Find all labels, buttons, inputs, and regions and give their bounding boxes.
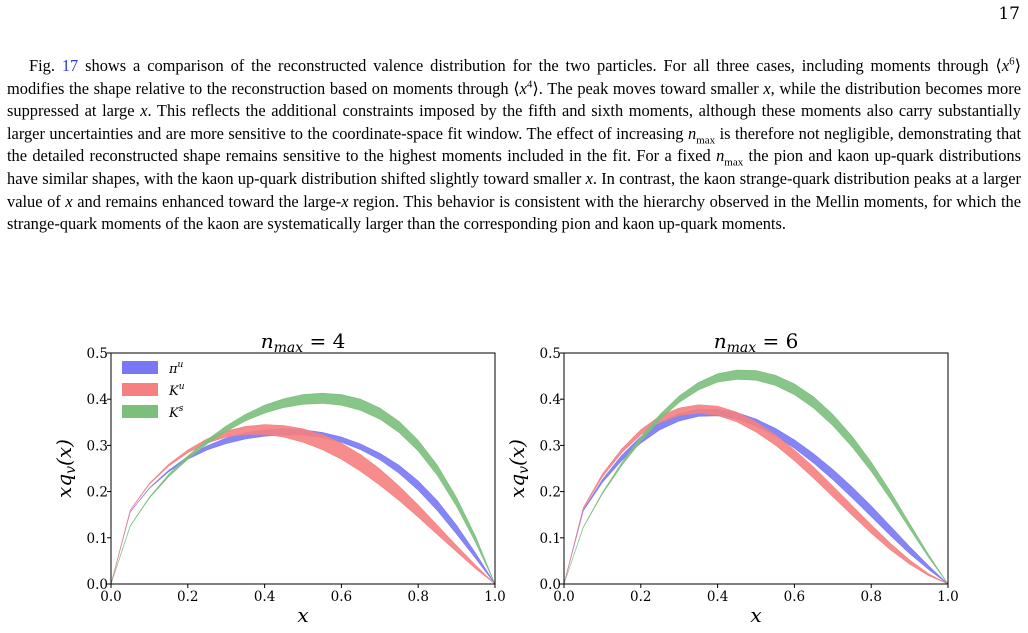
y-tick-label: 0.1 — [540, 531, 561, 547]
y-axis-label: xqv(x) — [505, 439, 532, 498]
band-pi-u — [111, 428, 495, 584]
x-tick-label: 1.0 — [937, 589, 958, 605]
y-tick-label: 0.3 — [540, 438, 561, 454]
y-tick-label: 0.1 — [87, 531, 108, 547]
legend-label-K-u: Ku — [168, 382, 185, 399]
y-tick-label: 0.5 — [87, 346, 108, 362]
y-tick-label: 0.3 — [87, 438, 108, 454]
legend: πu Ku Ks — [122, 360, 185, 421]
band-K-u — [111, 424, 495, 584]
x-tick-label: 0.8 — [407, 589, 428, 605]
x-tick-label: 0.0 — [553, 589, 574, 605]
bands — [564, 369, 948, 584]
chart-title: nmax = 4 — [261, 329, 346, 356]
chart-panel-2: 0.0 0.2 0.4 0.6 0.8 1.0 0.0 0.1 0.2 0.3 0.4 0.5 nmax… — [505, 329, 959, 627]
legend-label-pi-u: πu — [168, 360, 184, 377]
x-tick-label: 0.2 — [177, 589, 198, 605]
y-tick-label: 0.0 — [87, 577, 108, 593]
y-tick-label: 0.2 — [540, 485, 561, 501]
x-tick-label: 0.4 — [254, 589, 275, 605]
bands — [111, 392, 495, 584]
x-tick-label: 0.0 — [100, 589, 121, 605]
x-tick-label: 0.2 — [630, 589, 651, 605]
x-tick-label: 0.6 — [331, 589, 352, 605]
page-number: 17 — [998, 4, 1020, 24]
figure-valence-distributions: 0.0 0.2 0.4 0.6 0.8 1.0 0.0 0.1 0.2 0.3 0.4 0.5 nmax… — [0, 320, 1028, 629]
legend-label-K-s: Ks — [168, 404, 184, 421]
legend-swatch-pi-u — [122, 361, 158, 374]
x-axis-label: x — [750, 603, 761, 627]
y-tick-label: 0.0 — [540, 577, 561, 593]
band-K-u — [564, 404, 948, 584]
y-tick-label: 0.4 — [87, 392, 108, 408]
y-tick-label: 0.2 — [87, 485, 108, 501]
x-tick-label: 0.4 — [707, 589, 728, 605]
body-paragraph: Fig. 17 shows a comparison of the recons… — [7, 55, 1021, 234]
plot-frame — [563, 352, 949, 585]
figure-svg: 0.0 0.2 0.4 0.6 0.8 1.0 0.0 0.1 0.2 0.3 0.4 0.5 nmax… — [52, 329, 959, 627]
chart-panel-1: 0.0 0.2 0.4 0.6 0.8 1.0 0.0 0.1 0.2 0.3 0.4 0.5 nmax… — [52, 329, 506, 627]
x-tick-label: 0.6 — [784, 589, 805, 605]
figure-reference-link[interactable]: 17 — [61, 56, 79, 75]
x-axis-label: x — [297, 603, 308, 627]
chart-title: nmax = 6 — [714, 329, 799, 356]
y-tick-label: 0.5 — [540, 346, 561, 362]
x-tick-label: 0.8 — [860, 589, 881, 605]
legend-swatch-K-s — [122, 405, 158, 418]
plot-frame — [110, 352, 496, 585]
y-tick-label: 0.4 — [540, 392, 561, 408]
x-tick-label: 1.0 — [484, 589, 505, 605]
legend-swatch-K-u — [122, 383, 158, 396]
y-axis-label: xqv(x) — [52, 439, 79, 498]
band-K-s — [111, 392, 495, 584]
band-K-s — [564, 369, 948, 584]
